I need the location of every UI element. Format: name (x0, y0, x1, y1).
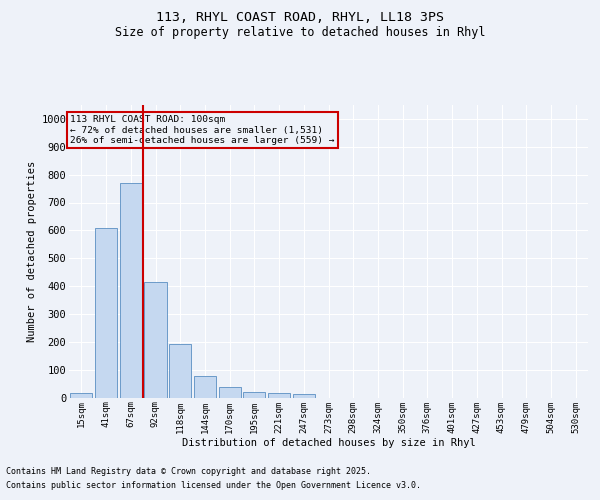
Bar (95, 228, 117, 398)
Bar (293, 394, 315, 398)
Bar (218, 387, 241, 398)
Bar (268, 394, 290, 398)
Text: 113, RHYL COAST ROAD, RHYL, LL18 3PS: 113, RHYL COAST ROAD, RHYL, LL18 3PS (156, 11, 444, 24)
Text: Size of property relative to detached houses in Rhyl: Size of property relative to detached ho… (115, 26, 485, 39)
Bar (169, 344, 191, 398)
Bar (70, 394, 92, 398)
Bar (119, 183, 142, 398)
Y-axis label: Number of detached properties: Number of detached properties (27, 160, 37, 342)
Bar (243, 392, 265, 398)
Text: Contains HM Land Registry data © Crown copyright and database right 2025.: Contains HM Land Registry data © Crown c… (6, 467, 371, 476)
Text: 113 RHYL COAST ROAD: 100sqm
← 72% of detached houses are smaller (1,531)
26% of : 113 RHYL COAST ROAD: 100sqm ← 72% of det… (70, 115, 335, 145)
Text: Contains public sector information licensed under the Open Government Licence v3: Contains public sector information licen… (6, 480, 421, 490)
X-axis label: Distribution of detached houses by size in Rhyl: Distribution of detached houses by size … (182, 438, 475, 448)
Bar (145, 282, 167, 398)
Bar (194, 376, 216, 398)
